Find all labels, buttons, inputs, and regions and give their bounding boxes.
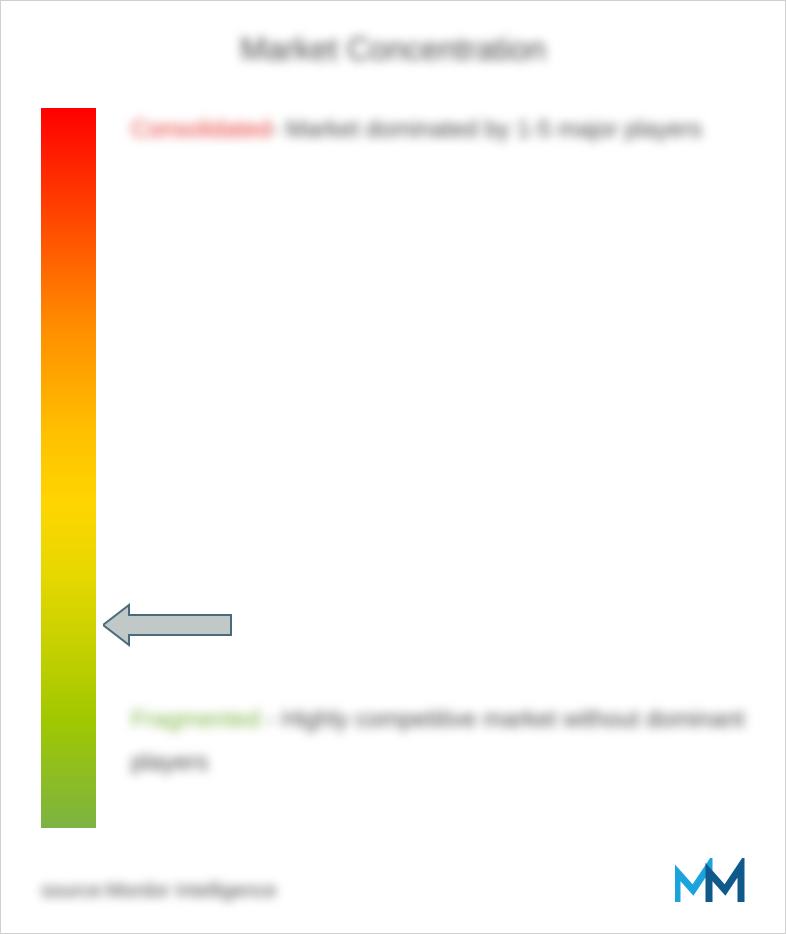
fragmented-label: Fragmented - Highly competitive market w… [131, 698, 745, 784]
content-row: Consolidated- Market dominated by 1-5 ma… [41, 108, 745, 828]
chart-container: Market Concentration Consolidated- Marke… [0, 0, 786, 934]
consolidated-highlight: Consolidated [131, 116, 271, 143]
consolidated-description: - Market dominated by 1-5 major players [271, 116, 702, 143]
consolidated-label: Consolidated- Market dominated by 1-5 ma… [131, 108, 745, 151]
logo-icon [675, 858, 745, 906]
fragmented-highlight: Fragmented [131, 706, 260, 733]
mordor-logo [675, 858, 745, 911]
concentration-gradient-bar [41, 108, 96, 828]
source-attribution: source:Mordor Intelligence [41, 880, 277, 903]
position-arrow [103, 603, 233, 647]
chart-title: Market Concentration [41, 31, 745, 68]
text-content: Consolidated- Market dominated by 1-5 ma… [131, 108, 745, 828]
arrow-icon [103, 603, 233, 647]
